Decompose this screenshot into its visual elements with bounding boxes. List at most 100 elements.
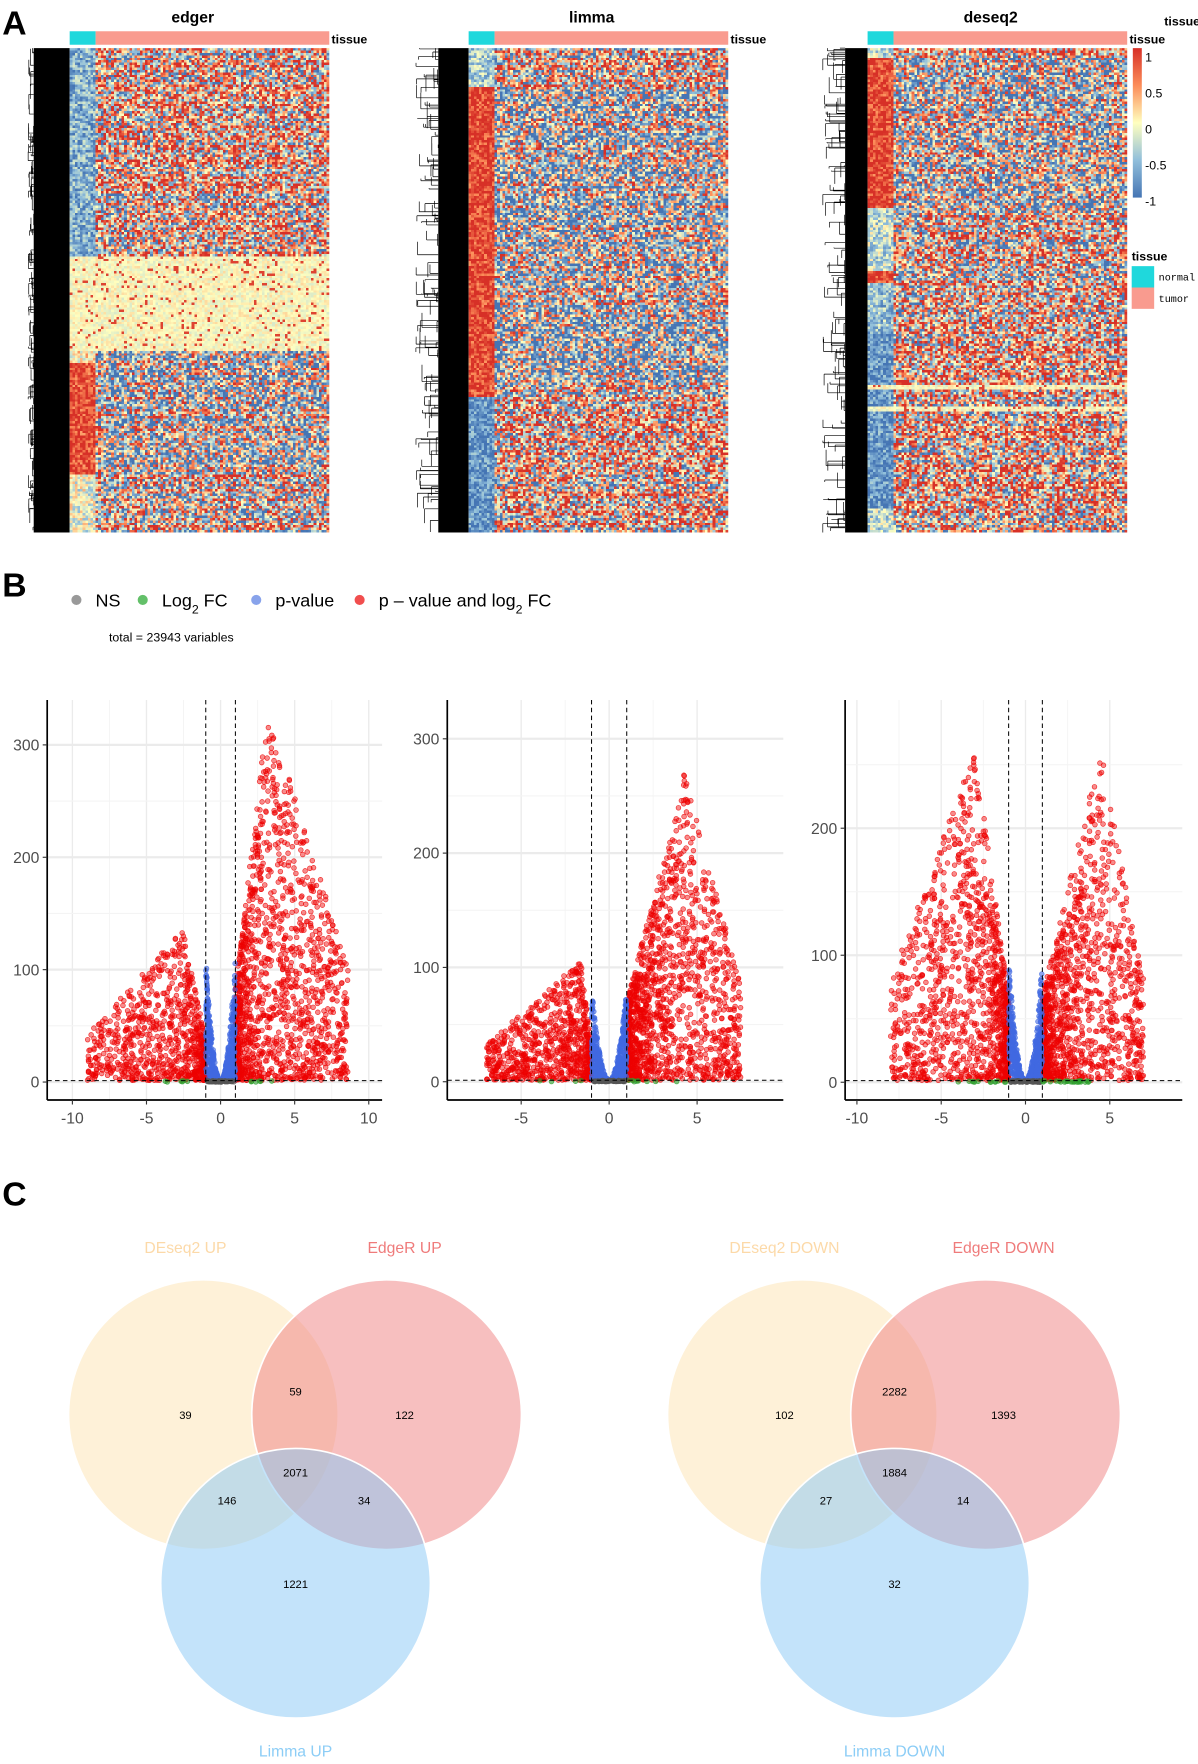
volcano-point <box>141 1025 147 1032</box>
volcano-point <box>274 913 280 920</box>
volcano-point <box>341 1015 347 1021</box>
volcano-point <box>583 1007 589 1013</box>
volcano-point <box>239 1039 246 1045</box>
volcano-point <box>572 991 578 997</box>
volcano-point <box>687 1011 694 1017</box>
volcano-point <box>501 1033 508 1039</box>
volcano-point <box>164 993 170 1000</box>
volcano-point <box>175 1026 182 1032</box>
volcano-point <box>204 981 210 987</box>
volcano-point <box>286 829 292 835</box>
volcano-point <box>271 923 277 930</box>
colorbar-tick: 0 <box>1145 123 1152 137</box>
volcano-point <box>341 1000 347 1007</box>
volcano-point <box>345 967 351 974</box>
volcano-point <box>296 944 302 951</box>
volcano-point <box>720 921 727 927</box>
volcano-point <box>156 1056 163 1062</box>
volcano-point <box>138 1047 144 1054</box>
volcano-point <box>661 869 668 875</box>
volcano-point <box>700 1005 706 1011</box>
volcano-point <box>107 1018 113 1024</box>
volcano-point <box>264 755 270 761</box>
legend-label-tumor: tumor <box>1159 295 1189 306</box>
volcano-point <box>120 1063 126 1069</box>
volcano-point <box>490 1053 496 1060</box>
volcano-point <box>529 1016 535 1022</box>
volcano-point <box>276 981 283 987</box>
volcano-point <box>299 948 306 955</box>
volcano-point <box>179 973 186 979</box>
volcano-point <box>248 990 254 997</box>
volcano-point <box>197 1011 203 1017</box>
volcano-point <box>154 1042 160 1049</box>
volcano-point <box>325 1069 331 1076</box>
volcano-point <box>246 1048 252 1054</box>
volcano-point <box>293 870 299 877</box>
volcano-point <box>187 981 193 987</box>
volcano-point <box>260 997 267 1003</box>
volcano-point <box>309 877 316 884</box>
volcano-point <box>146 1069 152 1075</box>
volcano-point <box>581 1012 587 1018</box>
volcano-point <box>655 935 661 942</box>
volcano-point <box>317 1072 324 1079</box>
volcano-point <box>285 802 291 808</box>
volcano-point <box>532 1041 539 1047</box>
volcano-point <box>568 1012 574 1018</box>
volcano-point <box>192 1011 199 1018</box>
volcano-point <box>302 868 308 874</box>
volcano-point <box>144 982 150 988</box>
volcano-point <box>692 958 699 965</box>
heatmap-matrix <box>69 48 330 533</box>
volcano-point <box>703 1029 710 1035</box>
volcano-point <box>676 941 683 948</box>
volcano-point <box>114 1040 120 1046</box>
volcano-point <box>265 830 272 836</box>
volcano-point <box>693 885 700 892</box>
volcano-point <box>273 750 279 756</box>
volcano-point <box>567 982 574 988</box>
volcano-point <box>232 1023 238 1029</box>
volcano-point <box>256 914 262 920</box>
volcano-point <box>285 971 291 977</box>
volcano-point <box>328 948 334 954</box>
volcano-point <box>527 1068 533 1075</box>
volcano-point <box>245 1067 252 1073</box>
volcano-point <box>285 1049 291 1056</box>
volcano-point <box>287 788 294 794</box>
volcano-point <box>547 1020 553 1026</box>
colorbar-tick: 1 <box>1145 51 1152 65</box>
volcano-point <box>539 1023 545 1029</box>
volcano-point <box>641 955 647 961</box>
volcano-point <box>259 799 265 805</box>
volcano-point <box>716 931 722 937</box>
volcano-point <box>703 1056 710 1062</box>
volcano-point <box>242 902 249 909</box>
volcano-point <box>288 1037 295 1043</box>
volcano-point <box>245 928 251 934</box>
volcano-point <box>124 1024 130 1031</box>
volcano-point <box>121 1036 128 1043</box>
volcano-point <box>111 1012 117 1019</box>
y-tick-label: 300 <box>13 738 39 755</box>
volcano-point <box>236 979 243 986</box>
legend-swatch-normal <box>1131 266 1155 288</box>
volcano-point <box>263 808 269 814</box>
volcano-point <box>315 944 321 950</box>
volcano-point <box>186 1059 193 1065</box>
volcano-point <box>260 860 266 867</box>
volcano-point <box>177 967 183 973</box>
volcano-point <box>276 956 282 963</box>
volcano-point <box>138 993 144 999</box>
volcano-point <box>571 1065 578 1071</box>
volcano-point <box>151 1064 158 1071</box>
volcano-point <box>210 1054 216 1060</box>
volcano-point <box>228 1038 234 1045</box>
volcano-point <box>317 1057 324 1064</box>
dendrogram-body <box>845 48 868 533</box>
volcano-point <box>268 749 274 756</box>
volcano-point <box>568 1024 574 1030</box>
volcano-point <box>507 1025 514 1031</box>
